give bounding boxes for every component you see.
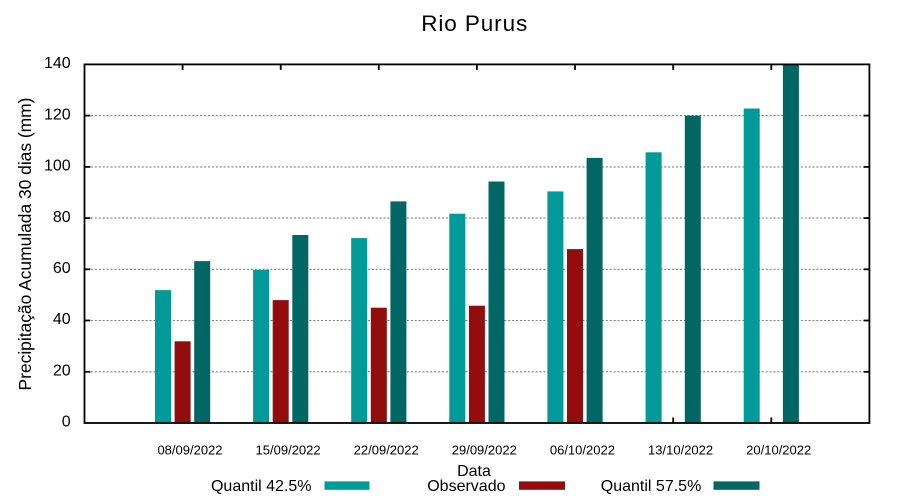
svg-text:40: 40 — [53, 311, 71, 328]
svg-text:Observado: Observado — [427, 478, 505, 495]
svg-text:120: 120 — [44, 106, 71, 123]
svg-text:80: 80 — [53, 209, 71, 226]
svg-text:Rio Purus: Rio Purus — [421, 11, 528, 36]
svg-text:Quantil 42.5%: Quantil 42.5% — [211, 478, 312, 495]
svg-text:Data: Data — [457, 463, 491, 480]
svg-text:22/09/2022: 22/09/2022 — [354, 443, 419, 458]
svg-text:0: 0 — [62, 414, 71, 431]
svg-text:100: 100 — [44, 158, 71, 175]
svg-text:60: 60 — [53, 260, 71, 277]
svg-text:15/09/2022: 15/09/2022 — [256, 443, 321, 458]
svg-text:20: 20 — [53, 363, 71, 380]
svg-text:Quantil 57.5%: Quantil 57.5% — [601, 478, 702, 495]
svg-text:140: 140 — [44, 55, 71, 72]
svg-text:20/10/2022: 20/10/2022 — [746, 443, 811, 458]
svg-text:06/10/2022: 06/10/2022 — [550, 443, 615, 458]
svg-text:29/09/2022: 29/09/2022 — [452, 443, 517, 458]
svg-text:08/09/2022: 08/09/2022 — [157, 443, 222, 458]
svg-text:Precipitação Acumulada 30 dias: Precipitação Acumulada 30 dias (mm) — [15, 98, 35, 391]
svg-text:13/10/2022: 13/10/2022 — [648, 443, 713, 458]
